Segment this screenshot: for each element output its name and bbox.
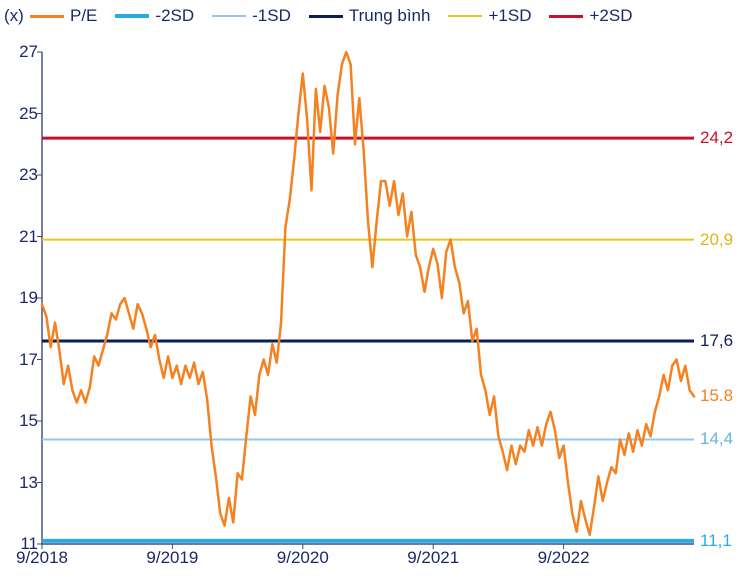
x-tick-label: 9/2021 [407,548,459,568]
legend-label: -1SD [252,6,291,26]
y-tick-label: 19 [4,288,38,308]
x-tick-label: 9/2018 [16,548,68,568]
legend-swatch [30,15,64,18]
legend-item: +2SD [549,6,632,26]
y-tick-label: 13 [4,473,38,493]
y-tick-label: 23 [4,165,38,185]
chart-svg [42,52,694,544]
pe-chart: (x) P/E-2SD-1SDTrung bình+1SD+2SD 111315… [0,0,750,587]
legend-label: P/E [70,6,97,26]
line-value-label: 20,9 [700,230,733,250]
x-tick-label: 9/2019 [146,548,198,568]
y-axis-title: (x) [4,6,24,26]
y-tick-label: 17 [4,350,38,370]
legend-swatch [448,15,482,17]
legend-label: Trung bình [349,6,431,26]
legend-item: P/E [30,6,97,26]
legend-swatch [309,15,343,18]
legend-label: -2SD [155,6,194,26]
y-tick-label: 21 [4,227,38,247]
legend-item: +1SD [448,6,531,26]
plot-area [42,52,694,544]
legend-swatch [115,14,149,18]
legend-item: -2SD [115,6,194,26]
y-tick-label: 15 [4,411,38,431]
x-tick-label: 9/2020 [277,548,329,568]
legend-label: +1SD [488,6,531,26]
legend: P/E -2SD -1SD Trung bình +1SD +2SD [30,6,740,26]
legend-item: -1SD [212,6,291,26]
legend-swatch [549,15,583,18]
legend-label: +2SD [589,6,632,26]
x-tick-label: 9/2022 [538,548,590,568]
legend-item: Trung bình [309,6,431,26]
y-tick-label: 27 [4,42,38,62]
pe-value-label: 15.8 [700,386,733,406]
line-value-label: 14,4 [700,429,733,449]
line-value-label: 24,2 [700,128,733,148]
legend-swatch [212,15,246,17]
line-value-label: 17,6 [700,331,733,351]
y-tick-label: 25 [4,104,38,124]
line-value-label: 11,1 [700,531,732,551]
